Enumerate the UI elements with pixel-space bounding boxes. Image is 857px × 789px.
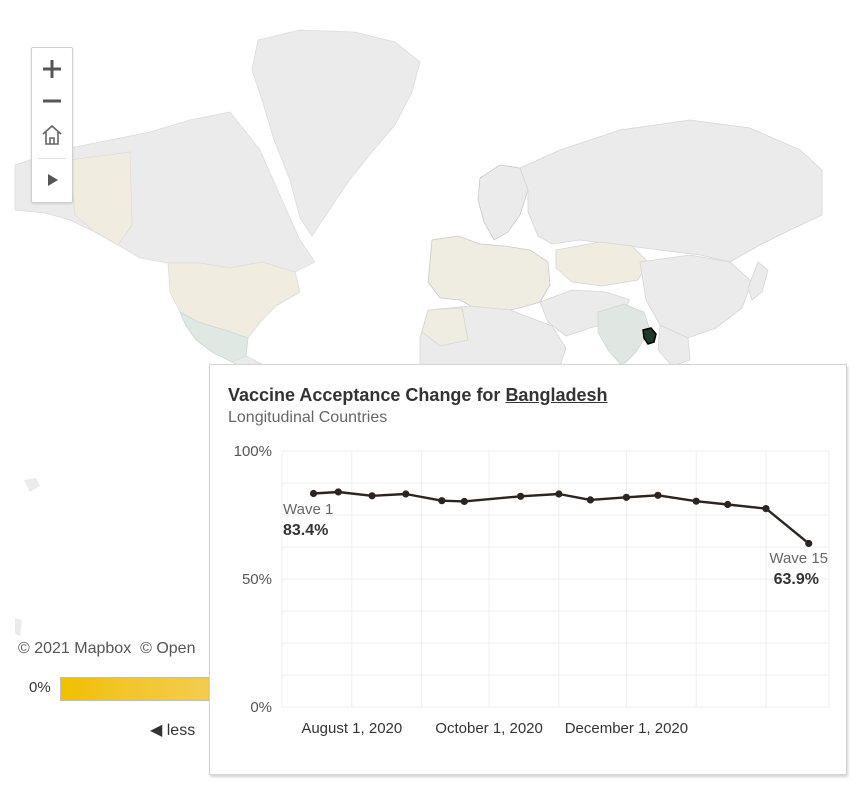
data-point bbox=[555, 490, 563, 498]
data-point bbox=[517, 492, 525, 500]
data-point bbox=[334, 488, 342, 496]
map-zoom-controls bbox=[31, 47, 73, 203]
data-point bbox=[762, 505, 770, 513]
plus-icon bbox=[43, 60, 61, 78]
x-tick-label: December 1, 2020 bbox=[565, 720, 688, 737]
play-icon bbox=[48, 174, 58, 186]
legend-min-label: 0% bbox=[29, 679, 51, 696]
series-line bbox=[313, 490, 810, 545]
y-tick-label: 50% bbox=[242, 571, 272, 588]
legend-color-bar bbox=[60, 677, 220, 701]
acceptance-line-chart: 100% 50% 0% August 1, 2020 October 1, 2020 De… bbox=[234, 443, 830, 737]
map-region-russia[interactable] bbox=[519, 119, 823, 263]
zoom-in-button[interactable] bbox=[32, 53, 72, 85]
annotation-value: 83.4% bbox=[283, 522, 328, 539]
data-point bbox=[805, 539, 813, 548]
data-point bbox=[586, 496, 594, 504]
divider bbox=[38, 158, 66, 159]
map-region-india[interactable] bbox=[597, 303, 651, 367]
tooltip-country-link[interactable]: Bangladesh bbox=[505, 385, 608, 405]
map-region-island bbox=[15, 618, 22, 636]
data-point bbox=[460, 497, 468, 506]
data-point bbox=[724, 500, 732, 509]
data-point bbox=[654, 491, 662, 499]
map-region-greenland[interactable] bbox=[251, 29, 421, 237]
map-region-southeast-asia[interactable] bbox=[657, 324, 691, 367]
tooltip-title-prefix: Vaccine Acceptance Change for bbox=[228, 385, 506, 405]
legend-less-label: ◀ less bbox=[150, 722, 196, 739]
annotation-value: 63.9% bbox=[774, 571, 819, 588]
map-region-island bbox=[24, 478, 40, 492]
map-region-europe[interactable] bbox=[427, 235, 551, 313]
map-region-north-africa[interactable] bbox=[421, 307, 469, 347]
map-region-china[interactable] bbox=[639, 254, 753, 339]
tooltip-subtitle: Longitudinal Countries bbox=[228, 409, 388, 426]
x-tick-label: October 1, 2020 bbox=[435, 720, 543, 737]
map-region-kazakhstan[interactable] bbox=[555, 241, 649, 287]
annotation-label: Wave 15 bbox=[769, 550, 828, 567]
home-button[interactable] bbox=[32, 119, 72, 151]
map-region-japan[interactable] bbox=[747, 261, 769, 301]
map-region-alaska[interactable] bbox=[69, 151, 133, 246]
country-tooltip: Vaccine Acceptance Change for Bangladesh… bbox=[209, 364, 847, 775]
map-region-bangladesh[interactable] bbox=[642, 327, 657, 345]
data-point bbox=[622, 493, 631, 501]
data-point bbox=[438, 497, 446, 505]
data-point bbox=[692, 497, 700, 505]
data-point bbox=[402, 490, 410, 498]
zoom-out-button[interactable] bbox=[32, 85, 72, 117]
y-tick-label: 100% bbox=[234, 443, 272, 460]
home-icon bbox=[42, 124, 62, 145]
tooltip-title: Vaccine Acceptance Change for Bangladesh bbox=[228, 385, 607, 406]
x-tick-label: August 1, 2020 bbox=[301, 720, 402, 737]
data-point bbox=[309, 489, 318, 498]
mapbox-attribution-link[interactable]: © 2021 Mapbox bbox=[18, 640, 132, 657]
data-point bbox=[368, 492, 376, 500]
y-tick-label: 0% bbox=[250, 699, 272, 716]
minus-icon bbox=[43, 99, 61, 103]
map-region-scandinavia[interactable] bbox=[477, 164, 529, 241]
play-button[interactable] bbox=[32, 164, 72, 196]
osm-attribution-link[interactable]: © Open bbox=[140, 640, 196, 657]
map-attribution: © 2021 Mapbox © Open bbox=[18, 640, 195, 658]
annotation-label: Wave 1 bbox=[283, 501, 333, 518]
